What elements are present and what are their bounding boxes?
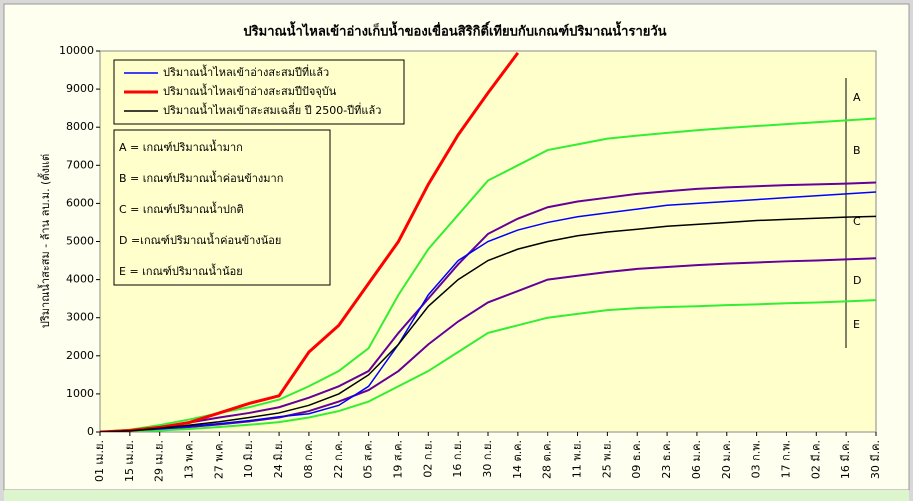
x-tick-label: 08 ก.ค.: [302, 440, 315, 479]
y-tick-label: 7000: [66, 158, 94, 171]
x-tick-label: 16 ก.ย.: [451, 440, 464, 478]
series-line: [100, 257, 876, 432]
y-tick-label: 0: [87, 425, 94, 438]
x-tick-label: 05 ส.ค.: [362, 440, 375, 479]
legend: [113, 59, 405, 125]
zone-label: C: [853, 215, 861, 228]
legend-label: ปริมาณน้ำไหลเข้าอ่างสะสมปีปัจจุบัน: [163, 83, 337, 98]
series-line: [100, 191, 876, 432]
criteria-label: B = เกณฑ์ปริมาณน้ำค่อนข้างมาก: [119, 170, 283, 185]
x-tick-label: 27 พ.ค.: [212, 440, 225, 479]
x-tick-label: 03 ก.พ.: [750, 440, 763, 478]
series-line: [100, 181, 876, 432]
zone-label: D: [853, 274, 861, 287]
x-tick-label: 22 ก.ค.: [332, 440, 345, 479]
x-tick-label: 13 พ.ค.: [183, 440, 196, 479]
footer-strip: [4, 490, 909, 501]
y-tick-label: 6000: [66, 196, 94, 209]
criteria-label: C = เกณฑ์ปริมาณน้ำปกติ: [119, 201, 244, 216]
legend-label: ปริมาณน้ำไหลเข้าอ่างสะสมปีที่แล้ว: [163, 64, 329, 79]
x-tick-label: 09 ธ.ค.: [630, 440, 643, 479]
x-tick-label: 02 ก.ย.: [421, 440, 434, 478]
x-tick-label: 29 เม.ย.: [153, 440, 166, 482]
x-tick-label: 17 ก.พ.: [779, 440, 792, 478]
x-tick-label: 06 ม.ค.: [690, 440, 703, 479]
y-axis-label: ปริมาณน้ำสะสม - ล้าน ลบ.ม. (ตั้งแต่: [37, 154, 52, 328]
x-tick-label: 15 เม.ย.: [123, 440, 136, 482]
y-tick-label: 5000: [66, 235, 94, 248]
x-tick-label: 19 ส.ค.: [391, 440, 404, 479]
y-tick-label: 8000: [66, 120, 94, 133]
y-tick-label: 1000: [66, 387, 94, 400]
x-tick-label: 16 มี.ค.: [839, 440, 852, 479]
series-line: [100, 299, 876, 432]
chart-title: ปริมาณน้ำไหลเข้าอ่างเก็บน้ำของเขื่อนสิริ…: [243, 21, 666, 40]
x-tick-label: 24 มิ.ย.: [272, 440, 285, 478]
criteria-label: E = เกณฑ์ปริมาณน้ำน้อย: [119, 263, 243, 278]
x-tick-label: 25 พ.ย.: [600, 440, 613, 478]
criteria-box: [113, 129, 331, 286]
y-tick-label: 9000: [66, 82, 94, 95]
x-tick-label: 23 ธ.ค.: [660, 440, 673, 479]
y-tick-label: 3000: [66, 311, 94, 324]
x-tick-label: 30 มี.ค.: [869, 440, 882, 479]
zone-label: E: [853, 318, 860, 331]
criteria-label: A = เกณฑ์ปริมาณน้ำมาก: [119, 139, 243, 154]
zone-label: B: [853, 144, 861, 157]
x-tick-label: 11 พ.ย.: [571, 440, 584, 478]
x-tick-label: 10 มิ.ย.: [242, 440, 255, 478]
x-tick-label: 20 ม.ค.: [720, 440, 733, 479]
criteria-label: D =เกณฑ์ปริมาณน้ำค่อนข้างน้อย: [119, 232, 281, 247]
x-tick-label: 30 ก.ย.: [481, 440, 494, 478]
zone-label: A: [853, 91, 861, 104]
y-tick-label: 4000: [66, 273, 94, 286]
y-tick-label: 2000: [66, 349, 94, 362]
y-tick-label: 10000: [59, 44, 94, 57]
x-tick-label: 02 มี.ค.: [809, 440, 822, 479]
series-line: [100, 215, 876, 432]
legend-label: ปริมาณน้ำไหลเข้าสะสมเฉลี่ย ปี 2500-ปีที่…: [163, 102, 381, 117]
series-line: [100, 52, 520, 432]
x-tick-label: 28 ต.ค.: [541, 440, 554, 479]
x-tick-label: 01 เม.ย.: [93, 440, 106, 482]
x-tick-label: 14 ต.ค.: [511, 440, 524, 479]
